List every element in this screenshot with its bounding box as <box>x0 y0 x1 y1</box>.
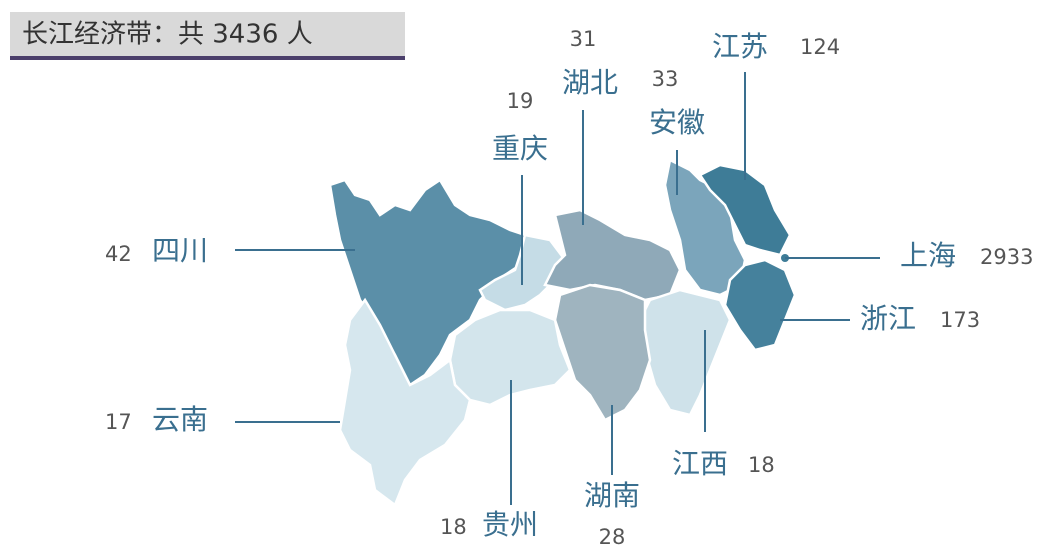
region-name: 湖北 <box>562 66 618 99</box>
region-value: 18 <box>440 515 467 539</box>
region-value: 42 <box>105 242 132 266</box>
region-name: 重庆 <box>492 132 548 165</box>
region-value: 19 <box>507 89 534 113</box>
title-underline <box>10 56 405 60</box>
region-value: 31 <box>570 27 597 51</box>
region-value: 18 <box>748 453 775 477</box>
title-box <box>10 12 405 56</box>
region-name: 安徽 <box>649 106 705 139</box>
region-value: 28 <box>599 525 626 549</box>
region-value: 2933 <box>980 245 1033 269</box>
region-value: 17 <box>105 410 132 434</box>
region-name: 上海 <box>900 239 956 272</box>
region <box>553 283 652 422</box>
region-name: 四川 <box>152 234 208 267</box>
leader-lines <box>235 72 880 505</box>
region-name: 浙江 <box>860 302 916 335</box>
region-name: 云南 <box>152 403 208 436</box>
region <box>543 208 682 302</box>
region-name: 湖南 <box>584 479 640 512</box>
title: 长江经济带：共 3436 人 <box>22 20 313 50</box>
region-name: 江苏 <box>712 30 768 63</box>
region <box>723 258 797 352</box>
region-value: 33 <box>652 67 679 91</box>
region <box>638 288 732 417</box>
region-value: 173 <box>940 308 980 332</box>
region-name: 江西 <box>672 447 728 480</box>
region-value: 124 <box>800 35 840 59</box>
region-name: 贵州 <box>482 508 538 541</box>
region <box>338 297 472 507</box>
